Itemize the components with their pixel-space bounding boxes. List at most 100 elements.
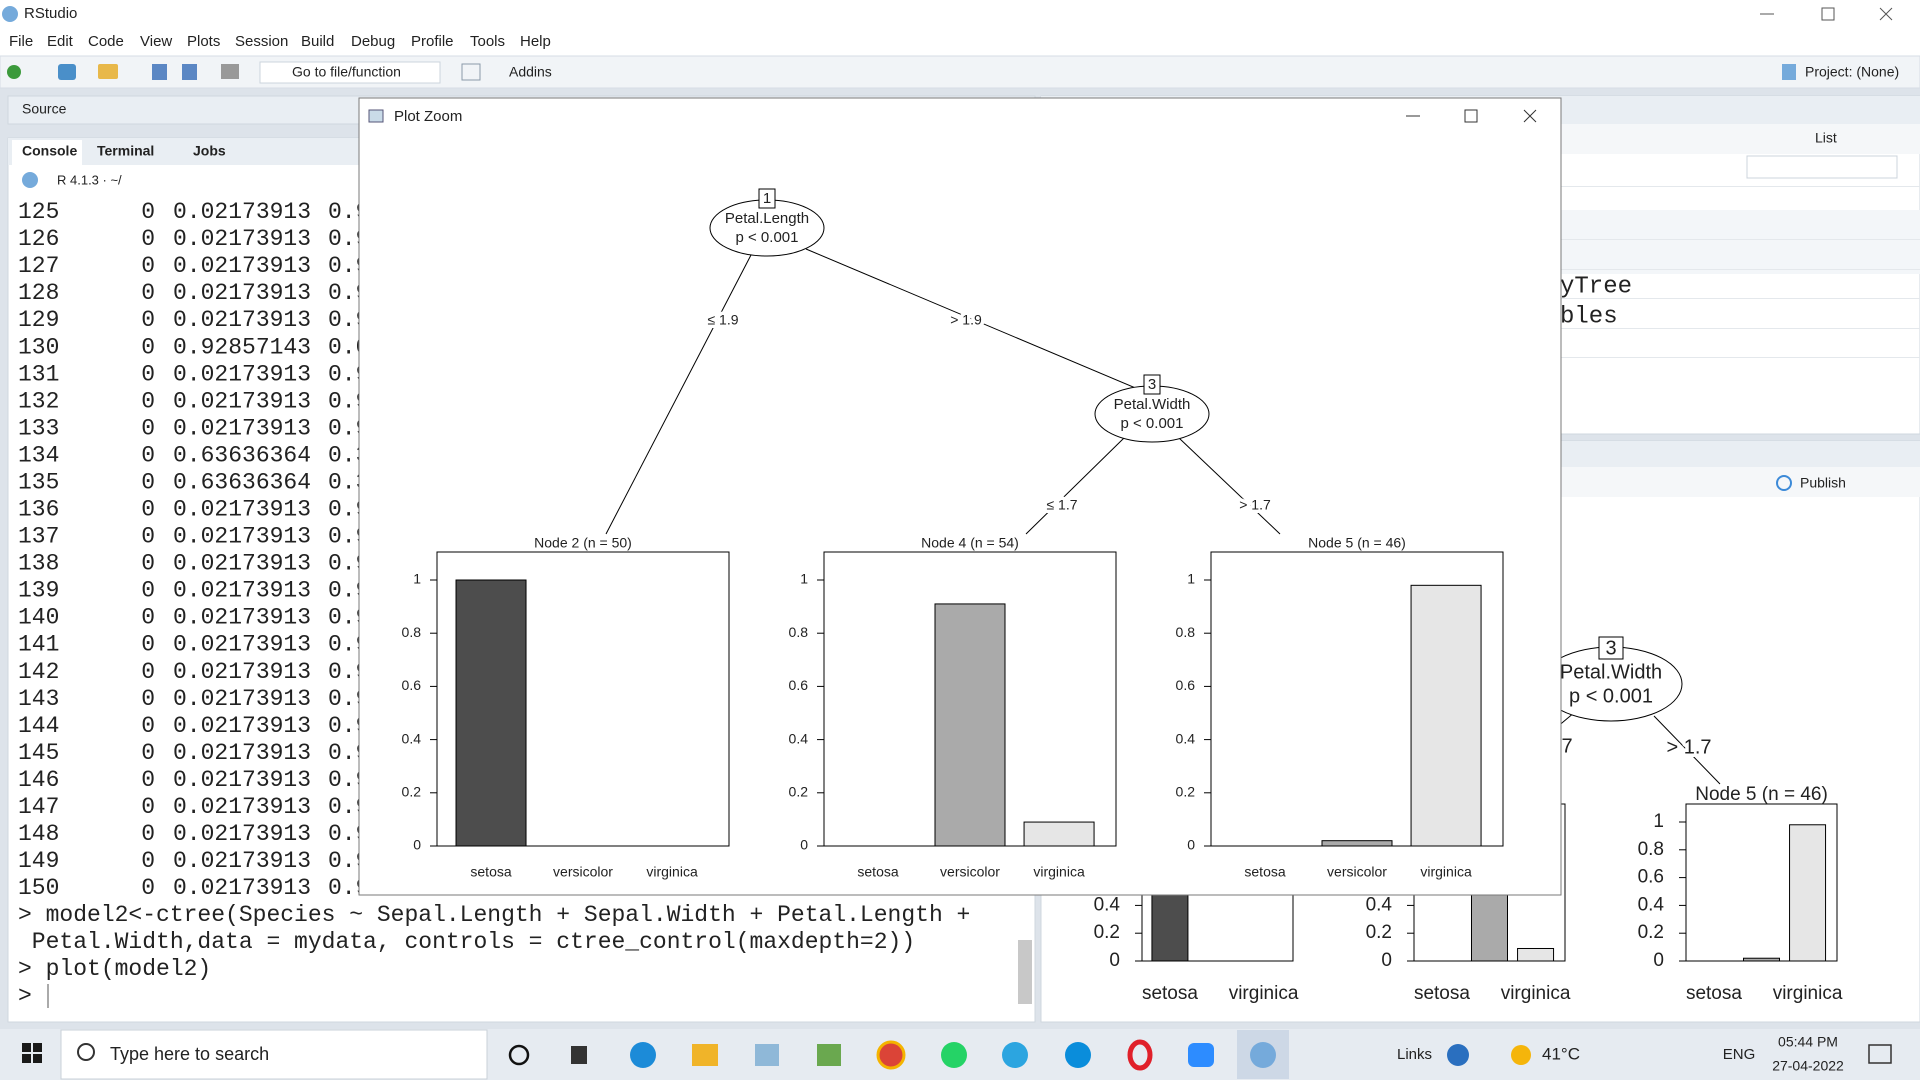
menu-item[interactable]: Profile bbox=[411, 33, 454, 50]
print-icon[interactable] bbox=[221, 64, 239, 79]
opera-icon[interactable] bbox=[1127, 1039, 1153, 1071]
notifications[interactable] bbox=[1868, 1044, 1892, 1064]
console-tab[interactable]: Console bbox=[22, 143, 77, 159]
menu-item[interactable]: Tools bbox=[470, 33, 505, 50]
project[interactable]: Project: (None) bbox=[1805, 64, 1899, 80]
save-icon[interactable] bbox=[152, 64, 167, 80]
bar bbox=[1410, 584, 1482, 847]
weather[interactable]: 41°C bbox=[1542, 1044, 1580, 1063]
console-output: 0 bbox=[141, 767, 155, 793]
node-id-box bbox=[758, 188, 776, 209]
menu-item[interactable]: File bbox=[9, 33, 33, 50]
console-tab[interactable]: Jobs bbox=[193, 143, 226, 159]
new-file-icon[interactable] bbox=[7, 65, 21, 79]
zoom-maximize[interactable] bbox=[1464, 109, 1478, 123]
source-title[interactable]: Source bbox=[22, 101, 67, 117]
clock-date[interactable]: 27-04-2022 bbox=[1772, 1058, 1844, 1074]
console-command: Petal.Width,data = mydata, controls = ct… bbox=[18, 929, 915, 955]
language[interactable]: ENG bbox=[1723, 1046, 1756, 1063]
save-all-icon[interactable] bbox=[182, 64, 197, 80]
zoom-icon[interactable] bbox=[1188, 1043, 1214, 1067]
goto-text[interactable]: Go to file/function bbox=[292, 64, 401, 80]
r-app-icon[interactable] bbox=[1250, 1042, 1276, 1068]
close[interactable] bbox=[1879, 7, 1893, 21]
start-button[interactable] bbox=[22, 1043, 42, 1063]
explorer-icon[interactable] bbox=[692, 1044, 718, 1066]
console-output: 136 bbox=[18, 497, 59, 523]
scrollbar-thumb[interactable] bbox=[1018, 940, 1032, 1004]
y-tick-label: 0.8 bbox=[402, 624, 422, 640]
whatsapp-icon[interactable] bbox=[941, 1042, 967, 1068]
project-menu-icon[interactable] bbox=[1782, 64, 1796, 80]
console-output: 0 bbox=[141, 497, 155, 523]
open-icon[interactable] bbox=[98, 64, 118, 79]
weather-icon[interactable] bbox=[1511, 1045, 1531, 1065]
task-view[interactable] bbox=[508, 1044, 530, 1066]
console-output: 132 bbox=[18, 388, 59, 414]
chrome-icon[interactable] bbox=[876, 1040, 906, 1070]
y-tick-label: 0.8 bbox=[789, 624, 809, 640]
edge-icon[interactable] bbox=[630, 1042, 656, 1068]
bar bbox=[455, 579, 527, 847]
y-tick-label: 0.6 bbox=[789, 677, 809, 693]
console-output: 0 bbox=[141, 821, 155, 847]
project-icon[interactable] bbox=[58, 64, 76, 80]
console-output: 141 bbox=[18, 632, 59, 658]
app-icon[interactable] bbox=[817, 1044, 841, 1066]
console-output: 0.02173913 bbox=[173, 578, 311, 604]
links[interactable]: Links bbox=[1397, 1046, 1432, 1063]
menu-item[interactable]: View bbox=[140, 33, 172, 50]
help-icon[interactable] bbox=[1447, 1044, 1469, 1066]
console-output: 0.02173913 bbox=[173, 848, 311, 874]
addins[interactable]: Addins bbox=[509, 64, 552, 80]
app-icon[interactable] bbox=[755, 1044, 779, 1066]
publish-icon[interactable] bbox=[1776, 475, 1792, 491]
console-tab[interactable]: Terminal bbox=[97, 143, 154, 159]
console-output: 0.63636364 bbox=[173, 469, 311, 495]
restore[interactable] bbox=[1821, 7, 1835, 21]
y-tick-label: 0.2 bbox=[1366, 922, 1392, 943]
node-label: Petal.Length bbox=[725, 210, 809, 227]
console-output: 135 bbox=[18, 469, 59, 495]
search-box[interactable] bbox=[1746, 155, 1898, 179]
console-output: 0.02173913 bbox=[173, 659, 311, 685]
layout-icon[interactable] bbox=[461, 63, 481, 81]
menu-item[interactable]: Debug bbox=[351, 33, 395, 50]
edge-label: > 1.7 bbox=[1666, 736, 1711, 758]
console-output: 0 bbox=[141, 740, 155, 766]
console-output: 0 bbox=[141, 388, 155, 414]
goto-box[interactable] bbox=[259, 61, 441, 84]
y-tick-label: 0.2 bbox=[1638, 922, 1664, 943]
widgets[interactable] bbox=[571, 1046, 587, 1064]
search-bar[interactable] bbox=[60, 1029, 488, 1080]
clock-time[interactable]: 05:44 PM bbox=[1778, 1034, 1838, 1050]
skype-icon[interactable] bbox=[1065, 1042, 1091, 1068]
view-mode[interactable]: List bbox=[1815, 130, 1837, 146]
environment-entry[interactable]: bles bbox=[1560, 303, 1618, 330]
menu-item[interactable]: Plots bbox=[187, 33, 220, 50]
menu-item[interactable]: Edit bbox=[47, 33, 74, 50]
telegram-icon[interactable] bbox=[1002, 1042, 1028, 1068]
console-output: 0.02173913 bbox=[173, 199, 311, 225]
bar bbox=[1743, 957, 1780, 962]
bar bbox=[1023, 821, 1095, 847]
console-command: > model2<-ctree(Species ~ Sepal.Length +… bbox=[18, 902, 970, 928]
y-tick-label: 0 bbox=[1187, 837, 1195, 853]
node-id-box bbox=[1143, 374, 1161, 395]
menu-item[interactable]: Build bbox=[301, 33, 334, 50]
y-tick-label: 1 bbox=[800, 571, 808, 587]
menu-item[interactable]: Help bbox=[520, 33, 551, 50]
console-output: 140 bbox=[18, 605, 59, 631]
console-output: 0.02173913 bbox=[173, 605, 311, 631]
console-output: 0.02173913 bbox=[173, 821, 311, 847]
zoom-close[interactable] bbox=[1523, 109, 1537, 123]
menu-item[interactable]: Code bbox=[88, 33, 124, 50]
node-id-box bbox=[1598, 636, 1624, 660]
y-tick-label: 0.6 bbox=[402, 677, 422, 693]
menu-item[interactable]: Session bbox=[235, 33, 288, 50]
publish[interactable]: Publish bbox=[1800, 475, 1846, 491]
search-placeholder[interactable]: Type here to search bbox=[110, 1044, 269, 1064]
environment-entry[interactable]: yTree bbox=[1560, 273, 1632, 300]
x-tick-label: virginica bbox=[1773, 983, 1843, 1004]
edge-label: ≤ 1.7 bbox=[1046, 497, 1077, 513]
